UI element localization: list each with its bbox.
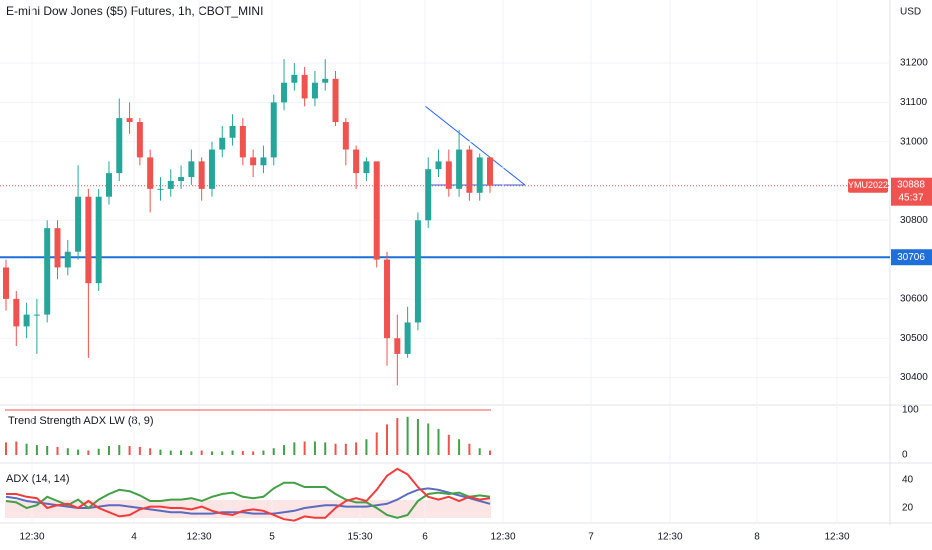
candle-body bbox=[54, 228, 61, 268]
price-tag bbox=[891, 249, 932, 266]
triangle-drawing[interactable] bbox=[424, 105, 526, 186]
candle-body bbox=[435, 161, 442, 170]
price-tick-label: 30400 bbox=[900, 372, 928, 383]
candle-body bbox=[147, 157, 154, 189]
candle-body bbox=[75, 196, 82, 252]
time-tick-label: 12:30 bbox=[657, 532, 682, 543]
adx-line bbox=[6, 467, 491, 522]
adx-line bbox=[5, 487, 491, 515]
candle-body bbox=[281, 82, 288, 103]
candle-body bbox=[311, 82, 318, 99]
candle-body bbox=[394, 338, 401, 354]
candle-body bbox=[363, 161, 370, 174]
candle-body bbox=[3, 267, 9, 299]
price-tick-label: 30800 bbox=[900, 215, 928, 226]
adx-line bbox=[5, 481, 491, 519]
candle-body bbox=[466, 149, 473, 193]
candle-body bbox=[301, 74, 308, 99]
candle-body bbox=[95, 196, 102, 284]
candle-body bbox=[260, 157, 267, 166]
time-tick-label: 4 bbox=[131, 532, 137, 543]
indicator-tick-label: 100 bbox=[902, 405, 919, 416]
candle-body bbox=[23, 314, 30, 327]
time-tick-label: 12:30 bbox=[824, 532, 849, 543]
candle-body bbox=[105, 173, 112, 197]
indicator-tick-label: 20 bbox=[902, 503, 914, 514]
candle-body bbox=[332, 78, 339, 123]
candle-body bbox=[270, 102, 277, 158]
candle-body bbox=[404, 322, 411, 354]
indicator-title: ADX (14, 14) bbox=[6, 473, 70, 485]
candle-body bbox=[116, 118, 123, 174]
price-tick-label: 31200 bbox=[900, 58, 928, 69]
time-tick-label: 12:30 bbox=[186, 532, 211, 543]
candle-body bbox=[384, 259, 391, 339]
candle-body bbox=[353, 149, 360, 174]
candle-body bbox=[167, 180, 174, 189]
candle-body bbox=[229, 125, 236, 138]
candle-body bbox=[13, 298, 20, 327]
indicator-title: Trend Strength ADX LW (8, 9) bbox=[8, 415, 154, 427]
chart-title: E-mini Dow Jones ($5) Futures, 1h, CBOT_… bbox=[6, 4, 263, 18]
currency-label: USD bbox=[900, 7, 921, 18]
indicator-tick-label: 0 bbox=[902, 450, 908, 461]
price-tick-label: 31000 bbox=[900, 136, 928, 147]
adx-band bbox=[5, 500, 491, 518]
candle-body bbox=[219, 137, 226, 150]
candle-body bbox=[445, 161, 452, 189]
price-tick-label: 31100 bbox=[900, 97, 928, 108]
price-tick-label: 30600 bbox=[900, 294, 928, 305]
candle-body bbox=[157, 188, 164, 190]
candle-body bbox=[85, 196, 92, 284]
symbol-tag-label: YMU2022 bbox=[848, 180, 888, 190]
price-tag bbox=[891, 177, 932, 206]
time-tick-label: 15:30 bbox=[347, 532, 372, 543]
time-tick-label: 5 bbox=[269, 532, 275, 543]
candle-body bbox=[425, 169, 432, 221]
candle-body bbox=[291, 74, 298, 83]
candle-body bbox=[456, 149, 463, 189]
countdown-label: 45:37 bbox=[898, 192, 923, 203]
candle-body bbox=[476, 157, 483, 193]
candle-body bbox=[414, 220, 421, 323]
time-tick-label: 12:30 bbox=[490, 532, 515, 543]
price-tick-label: 30500 bbox=[900, 333, 928, 344]
candle-body bbox=[322, 78, 329, 83]
candle-body bbox=[44, 228, 51, 315]
candle-body bbox=[33, 314, 40, 316]
candle-body bbox=[239, 125, 246, 158]
indicator-tick-label: 40 bbox=[902, 475, 914, 486]
candle-body bbox=[250, 157, 257, 166]
candle-body bbox=[178, 177, 185, 181]
time-tick-label: 6 bbox=[422, 532, 428, 543]
price-tag-label: 30706 bbox=[897, 252, 925, 263]
candle-body bbox=[208, 149, 215, 189]
time-tick-label: 7 bbox=[588, 532, 594, 543]
candle-body bbox=[188, 161, 195, 178]
candle-body bbox=[487, 157, 493, 186]
candle-body bbox=[64, 251, 71, 268]
candle-body bbox=[136, 122, 143, 158]
candle-body bbox=[198, 161, 205, 189]
candle-body bbox=[342, 122, 349, 150]
time-tick-label: 8 bbox=[754, 532, 760, 543]
price-tag-label: 30888 bbox=[897, 179, 925, 190]
time-tick-label: 12:30 bbox=[19, 532, 44, 543]
candle-body bbox=[373, 161, 380, 260]
candle-body bbox=[126, 118, 133, 123]
symbol-tag bbox=[848, 178, 888, 193]
